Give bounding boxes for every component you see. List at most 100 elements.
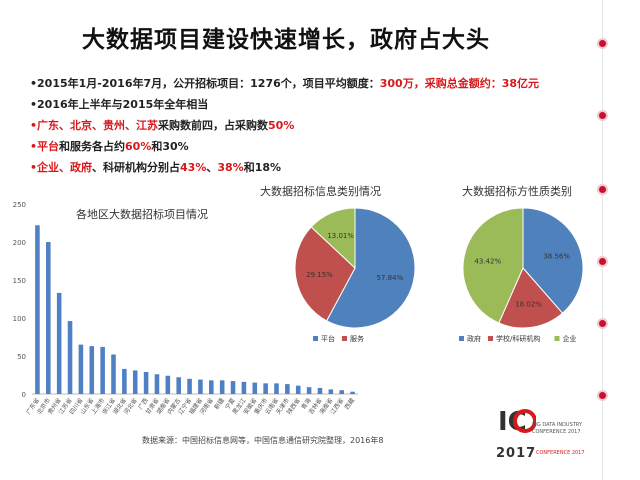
bullet-text: •2015年1月-2016年7月，公开招标项目：1276个，项目平均额度： xyxy=(30,77,380,90)
legend-label: 学校/科研机构 xyxy=(496,334,540,343)
pie-chart-buyer: 38.56% 18.02% 43.42% 政府 学校/科研机构 企业 xyxy=(459,207,584,343)
bar xyxy=(263,383,268,394)
bullet-text: 和服务各占约 xyxy=(59,140,126,153)
pie-slice-label: 18.02% xyxy=(515,301,542,309)
slide-edge-marker xyxy=(599,40,606,47)
pie-slice-label: 29.15% xyxy=(306,271,333,279)
legend-swatch xyxy=(459,336,464,341)
pie-slice-label: 13.01% xyxy=(327,232,354,240)
pie-slice xyxy=(294,226,356,322)
bar xyxy=(100,346,105,394)
bar xyxy=(89,346,95,394)
pie-chart-1-title: 大数据招标信息类别情况 xyxy=(260,185,381,198)
bar xyxy=(56,292,62,394)
y-tick-label: 150 xyxy=(13,277,26,285)
slide-title: 大数据项目建设快速增长，政府占大头 xyxy=(82,27,490,53)
bar xyxy=(317,387,323,394)
bar xyxy=(187,378,192,394)
bar xyxy=(154,374,160,394)
logo-mark-icon: IC xyxy=(498,407,536,437)
bar xyxy=(78,344,84,394)
bar xyxy=(209,380,214,394)
bar xyxy=(111,354,116,394)
pie-slice xyxy=(498,267,564,329)
bullet-text: 、科研机构分别占 xyxy=(92,161,181,174)
bar xyxy=(198,379,203,394)
bullet-text: 60% xyxy=(125,140,152,153)
pie-slice-label: 43.42% xyxy=(474,258,501,266)
bar-chart: 050100150200250广东省北京市贵州省江苏省四川省山东省上海市浙江省湖… xyxy=(13,201,358,416)
pie-slice-label: 57.84% xyxy=(377,274,404,282)
bar xyxy=(132,370,138,394)
pie-slice xyxy=(462,207,524,324)
bar xyxy=(252,382,258,394)
y-tick-label: 250 xyxy=(13,201,26,209)
bar xyxy=(67,321,73,394)
bullet-text: •企业、政府 xyxy=(30,161,93,174)
bar xyxy=(350,391,355,394)
legend-swatch xyxy=(488,336,493,341)
slide-edge-marker xyxy=(599,112,606,119)
logo-line-3: CONFERENCE 2017 xyxy=(536,450,585,456)
bar xyxy=(230,381,236,394)
conference-logo: IC BIG DATA INDUSTRY CONFERENCE 2017 201… xyxy=(496,402,606,464)
y-tick-label: 0 xyxy=(22,391,26,399)
bullet-item: •平台和服务各占约60%和30% xyxy=(30,136,602,157)
bar xyxy=(274,383,279,394)
x-tick-label: 新疆 xyxy=(212,397,225,411)
y-tick-label: 200 xyxy=(13,239,26,247)
bar xyxy=(46,242,51,394)
bullet-text: 和18% xyxy=(243,161,282,174)
bullet-text: 38% xyxy=(217,161,244,174)
bullet-item: •企业、政府、科研机构分别占43%、38%和18% xyxy=(30,157,602,178)
pie-chart-2-title: 大数据招标方性质类别 xyxy=(462,185,572,198)
bullet-text: •平台 xyxy=(30,140,60,153)
pie-slice-label: 38.56% xyxy=(543,252,570,260)
bar xyxy=(241,381,247,394)
bullet-text: 、 xyxy=(206,161,218,174)
legend-swatch xyxy=(313,336,318,341)
bar xyxy=(339,390,344,394)
bar xyxy=(143,371,149,394)
slide-edge-marker xyxy=(599,392,606,399)
bar xyxy=(328,389,334,394)
bullet-text: •2016年上半年与2015年全年相当 xyxy=(30,98,209,111)
bar xyxy=(165,375,171,394)
bullet-text: 43% xyxy=(180,161,207,174)
bullet-item: •2015年1月-2016年7月，公开招标项目：1276个，项目平均额度：300… xyxy=(30,73,602,94)
pie-slice xyxy=(310,207,356,270)
legend-label: 平台 xyxy=(321,334,335,343)
slide-edge-marker xyxy=(599,258,606,265)
logo-year: 2017 xyxy=(496,446,537,461)
bullet-item: •广东、北京、贵州、江苏采购数前四，占采购数50% xyxy=(30,115,602,136)
pie-slice xyxy=(325,207,416,329)
legend-swatch xyxy=(342,336,347,341)
bar xyxy=(35,225,40,394)
slide-edge-marker xyxy=(599,186,606,193)
bar xyxy=(176,377,181,394)
legend-swatch xyxy=(554,336,560,341)
bullet-item: •2016年上半年与2015年全年相当 xyxy=(30,94,602,115)
slide-edge-marker xyxy=(599,320,606,327)
pie-chart-type: 57.84% 29.15% 13.01% 平台 服务 xyxy=(294,207,416,343)
logo-line-1: BIG DATA INDUSTRY xyxy=(532,422,582,428)
bullet-text: 采购数前四，占采购数 xyxy=(158,119,269,132)
pie-slice xyxy=(522,207,584,314)
bar xyxy=(285,384,290,394)
y-tick-label: 50 xyxy=(17,353,26,361)
bar xyxy=(306,387,312,394)
x-tick-label: 西藏 xyxy=(343,397,356,411)
bullet-list: •2015年1月-2016年7月，公开招标项目：1276个，项目平均额度：300… xyxy=(30,73,602,178)
bar-chart-title: 各地区大数据招标项目情况 xyxy=(76,208,208,221)
legend-label: 服务 xyxy=(350,334,364,343)
y-tick-label: 100 xyxy=(13,315,26,323)
logo-line-2: CONFERENCE 2017 xyxy=(532,429,581,435)
legend-label: 政府 xyxy=(467,334,481,343)
slide-edge-line xyxy=(602,0,603,480)
data-source-note: 数据来源：中国招标信息网等，中国信息通信研究院整理，2016年8 xyxy=(142,436,384,445)
bullet-text: •广东、北京、贵州、江苏 xyxy=(30,119,159,132)
bullet-text: 300万，采购总金额约：38亿元 xyxy=(379,77,540,90)
bar xyxy=(122,368,127,394)
bar xyxy=(219,380,225,394)
